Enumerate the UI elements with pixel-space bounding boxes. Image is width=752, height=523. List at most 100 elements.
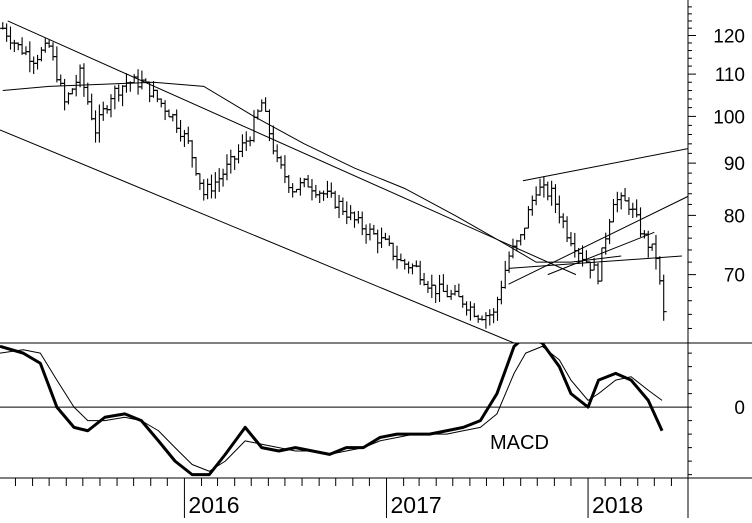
price-bar	[332, 190, 339, 209]
price-bar	[552, 184, 559, 214]
price-bar	[189, 140, 196, 168]
price-bar	[490, 308, 497, 324]
price-bar	[7, 26, 14, 50]
price-bar	[30, 56, 37, 75]
price-bar	[618, 192, 625, 210]
price-bar	[111, 85, 118, 110]
macd-panel	[0, 343, 688, 477]
trendline	[508, 195, 688, 285]
price-bars	[0, 22, 667, 329]
price-bar	[150, 81, 157, 98]
price-bar	[502, 260, 509, 289]
price-bar	[544, 181, 551, 201]
macd-line	[0, 343, 664, 477]
price-bar	[660, 274, 667, 321]
y-tick-label: 100	[713, 107, 745, 128]
price-bar	[119, 85, 126, 107]
price-bar	[421, 272, 428, 286]
price-bar	[463, 301, 470, 316]
price-bar	[482, 312, 489, 329]
price-bar	[38, 47, 45, 62]
price-bar	[548, 180, 555, 206]
price-panel	[0, 20, 688, 343]
price-bar	[247, 136, 254, 147]
price-bar	[533, 186, 540, 206]
price-bar	[386, 235, 393, 247]
price-bar	[486, 309, 493, 326]
price-bar	[540, 176, 547, 198]
price-bar	[11, 39, 18, 52]
price-bar	[451, 284, 458, 296]
price-bar	[374, 229, 381, 254]
price-bar	[50, 42, 57, 61]
trendline	[7, 20, 577, 276]
price-bar	[223, 154, 230, 181]
price-bar	[428, 274, 435, 298]
price-bar	[444, 284, 451, 298]
price-bar	[467, 301, 474, 321]
trendline	[0, 129, 515, 343]
price-bar	[339, 197, 346, 216]
price-bar	[3, 23, 10, 42]
price-bar	[34, 54, 41, 70]
macd-signal-line	[0, 345, 663, 472]
price-bar	[92, 110, 99, 143]
price-bar	[297, 177, 304, 196]
x-tick-label: 2017	[391, 492, 442, 518]
trendline	[522, 148, 688, 182]
price-bar	[637, 207, 644, 238]
price-bar	[158, 98, 165, 108]
price-bar	[216, 168, 223, 192]
price-bar	[61, 78, 68, 111]
x-tick-label: 2016	[188, 492, 239, 518]
price-bar	[649, 243, 656, 251]
price-bar	[80, 63, 87, 97]
price-bar	[440, 274, 447, 293]
price-bar	[366, 223, 373, 241]
price-bar	[220, 168, 227, 187]
price-bar	[583, 250, 590, 264]
x-tick-label: 2018	[592, 492, 643, 518]
price-bar	[308, 178, 315, 201]
price-bar	[262, 97, 269, 112]
price-bar	[320, 190, 327, 201]
price-bar	[529, 195, 536, 216]
price-bar	[42, 38, 49, 53]
price-bar	[165, 109, 172, 118]
price-bar	[316, 190, 323, 203]
price-bar	[556, 195, 563, 224]
y-tick-label: 70	[724, 266, 745, 287]
price-bar	[15, 42, 22, 51]
price-bar	[173, 109, 180, 133]
price-bar	[394, 245, 401, 269]
price-bar	[88, 93, 95, 121]
macd-y-tick-label: 0	[734, 398, 745, 419]
price-bar	[324, 180, 331, 199]
price-bar	[622, 188, 629, 202]
price-bar	[521, 227, 528, 240]
price-bar	[606, 219, 613, 245]
y-tick-label: 90	[724, 154, 745, 175]
price-bar	[96, 104, 103, 143]
price-bar	[231, 155, 238, 170]
macd-label: MACD	[490, 432, 549, 454]
price-bar	[397, 253, 404, 262]
price-bar	[312, 184, 319, 198]
price-bar	[193, 156, 200, 176]
price-bar	[239, 134, 246, 158]
price-bar	[22, 46, 29, 56]
price-bar	[652, 234, 659, 270]
price-bar	[610, 199, 617, 223]
price-bar	[328, 182, 335, 198]
price-bar	[162, 100, 169, 121]
price-bar	[336, 194, 343, 219]
price-bar	[115, 84, 122, 102]
price-bar	[459, 295, 466, 308]
price-bar	[359, 211, 366, 236]
price-bar	[417, 260, 424, 285]
y-tick-label: 80	[724, 206, 745, 227]
y-tick-label: 110	[715, 65, 745, 86]
price-bar	[289, 183, 296, 198]
